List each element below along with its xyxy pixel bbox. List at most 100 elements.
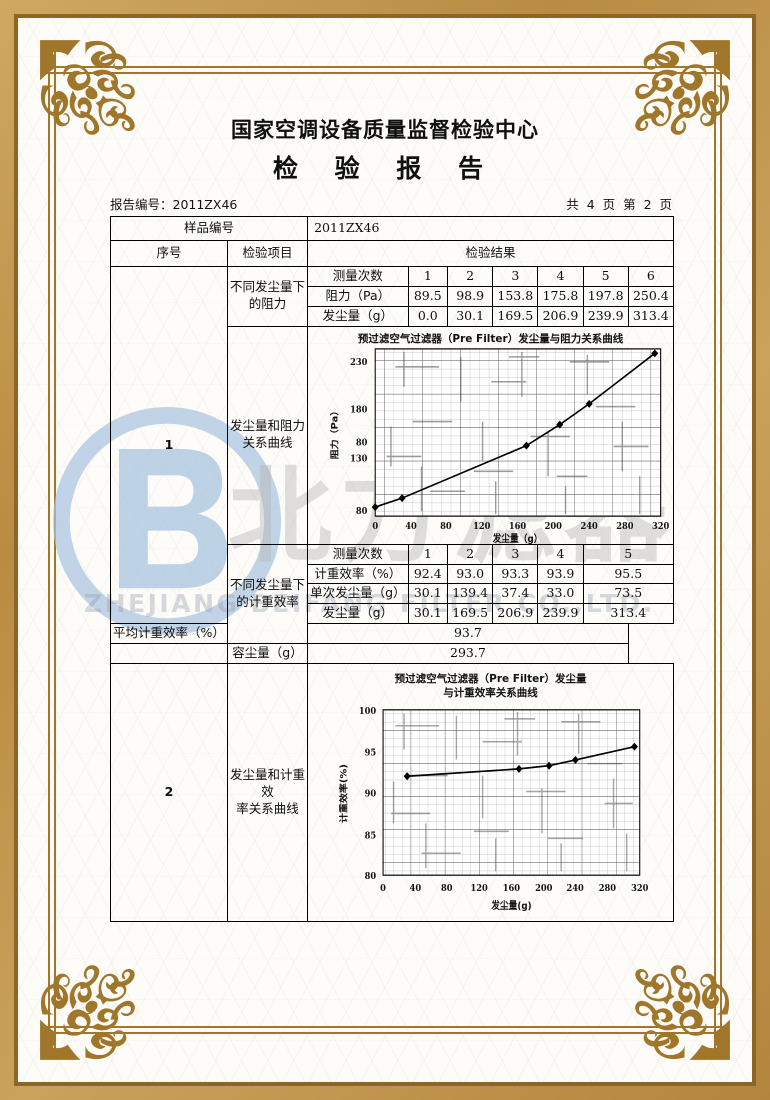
chart-1-plot: 80 80 130 180 230 0 40 80 xyxy=(329,347,669,544)
chart-1-markers xyxy=(371,349,659,511)
cell-dust2-2: 169.5 xyxy=(447,603,494,625)
chart-2-plot: 100 95 90 85 80 0 40 80 120 160 xyxy=(338,706,648,912)
corner-ornament-top-right xyxy=(614,30,740,156)
row-label-single-dust: 单次发尘量（g） xyxy=(307,583,409,605)
report-number: 报告编号：2011ZX46 xyxy=(110,197,238,212)
inner-rule-left-outer xyxy=(48,44,50,1056)
table-row-efficiency-pct: 计重效率（%） 92.4 93.0 93.3 93.9 95.5 xyxy=(111,563,675,585)
chart-2-xtick-200: 200 xyxy=(535,884,552,895)
row-label-average-efficiency: 平均计重效率（%） xyxy=(110,623,228,644)
chart-1-xtick-0: 0 xyxy=(372,521,378,532)
table-row-capacity: 容尘量（g） 293.7 xyxy=(110,643,674,664)
measurement-count-header-2: 测量次数 xyxy=(307,543,409,565)
chart-2-container: 预过滤空气过滤器（Pre Filter）发尘量 与计重效率关系曲线 xyxy=(308,664,673,921)
chart-1-series-line xyxy=(375,352,656,508)
table-row-single-dust: 单次发尘量（g） 30.1 139.4 37.4 33.0 73.5 xyxy=(111,583,675,605)
page-indicator: 共 4 页 第 2 页 xyxy=(566,197,674,212)
cell-eff-4: 93.9 xyxy=(537,563,584,585)
table-row-resistance-dust: 发尘量（g） 0.0 30.1 169.5 206.9 239.9 313.4 xyxy=(111,305,675,327)
table-row-chart1: 发尘量和阻力 关系曲线 预过滤空气过滤器（Pre Filter）发尘量与阻力关系… xyxy=(111,325,674,545)
cell-single-4: 33.0 xyxy=(537,583,584,605)
measurement-count-header-1: 测量次数 xyxy=(307,266,409,287)
chart-2-xtick-280: 280 xyxy=(599,884,616,895)
chart-2-ytick-80: 80 xyxy=(365,872,377,883)
cell-resistance-4: 175.8 xyxy=(537,285,584,307)
cell-dust1-1: 0.0 xyxy=(407,305,449,327)
inspection-result-table: 样品编号 2011ZX46 序号 检验项目 检验结果 1 不同发尘量下 的阻力 … xyxy=(109,216,675,922)
sample-no-label: 样品编号 xyxy=(109,216,309,241)
chart-cell-1: 预过滤空气过滤器（Pre Filter）发尘量与阻力关系曲线 xyxy=(307,325,674,545)
row-index-1: 1 xyxy=(110,265,228,625)
cell-single-5: 73.5 xyxy=(582,583,675,605)
cell-eff-count-2: 2 xyxy=(447,543,494,565)
table-row-average: 平均计重效率（%） 93.7 xyxy=(110,623,674,644)
table-row-header: 序号 检验项目 检验结果 xyxy=(110,240,674,267)
chart-1-ytick-80: 80 xyxy=(356,438,368,449)
cell-average-efficiency: 93.7 xyxy=(307,623,629,644)
chart-1-xtick-320: 320 xyxy=(652,521,669,532)
certificate-paper: 北方滤器 ZHEJIANG BEIFANG FILTER CO.,LTD. 国家… xyxy=(18,18,752,1082)
table-row-chart2: 2 发尘量和计重效 率关系曲线 预过滤空气过滤器（Pre Filter）发尘量 … xyxy=(110,662,674,922)
chart-1-xtick-120: 120 xyxy=(473,521,490,532)
cell-eff-count-1: 1 xyxy=(407,543,449,565)
col-header-index: 序号 xyxy=(110,240,228,267)
cell-eff-1: 92.4 xyxy=(407,563,449,585)
cell-dust1-3: 169.5 xyxy=(492,305,539,327)
cell-resistance-2: 98.9 xyxy=(447,285,494,307)
table-row-resistance-counts: 1 不同发尘量下 的阻力 测量次数 1 2 3 4 5 6 xyxy=(110,265,675,625)
cell-eff-2: 93.0 xyxy=(447,563,494,585)
cell-count-4: 4 xyxy=(537,266,584,287)
chart-1-xlabel: 发尘量（g） xyxy=(492,532,543,544)
cell-resistance-6: 250.4 xyxy=(627,285,675,307)
chart-2-ytick-95: 95 xyxy=(365,748,377,759)
chart-1-xtick-280: 280 xyxy=(616,521,633,532)
chart-1-ytick-230: 230 xyxy=(350,357,367,368)
chart-2-ytick-100: 100 xyxy=(359,706,376,717)
cell-resistance-1: 89.5 xyxy=(407,285,449,307)
item-label-curve-2: 发尘量和计重效 率关系曲线 xyxy=(226,662,309,922)
chart-2-ytick-85: 85 xyxy=(365,831,377,842)
chart-2-xtick-240: 240 xyxy=(567,884,584,895)
cell-dust1-2: 30.1 xyxy=(447,305,494,327)
document-content: 国家空调设备质量监督检验中心 检 验 报 告 报告编号：2011ZX46 共 4… xyxy=(18,18,752,1082)
chart-1-ytick-180: 180 xyxy=(350,405,367,416)
table-row-resistance-pa: 阻力（Pa） 89.5 98.9 153.8 175.8 197.8 250.4 xyxy=(111,285,675,307)
cell-single-1: 30.1 xyxy=(407,583,449,605)
cell-eff-3: 93.3 xyxy=(492,563,539,585)
cell-dust2-1: 30.1 xyxy=(407,603,449,625)
row-label-efficiency-pct: 计重效率（%） xyxy=(307,563,409,585)
item-label-efficiency: 不同发尘量下 的计重效率 xyxy=(226,543,309,645)
cell-dust-capacity: 293.7 xyxy=(307,643,629,664)
chart-1-title: 预过滤空气过滤器（Pre Filter）发尘量与阻力关系曲线 xyxy=(357,332,624,345)
cell-resistance-5: 197.8 xyxy=(582,285,629,307)
chart-1-xtick-80: 80 xyxy=(440,521,452,532)
inner-rule-bottom-inner xyxy=(44,1026,726,1028)
cell-dust2-5: 313.4 xyxy=(582,603,675,625)
cell-dust1-4: 206.9 xyxy=(537,305,584,327)
inner-rule-right-outer xyxy=(720,44,722,1056)
row-label-dust-g-1: 发尘量（g） xyxy=(307,305,409,327)
cell-eff-count-3: 3 xyxy=(492,543,539,565)
chart-2-xtick-160: 160 xyxy=(503,884,520,895)
cell-count-3: 3 xyxy=(492,266,539,287)
cell-dust1-5: 239.9 xyxy=(582,305,629,327)
inner-rule-bottom-outer xyxy=(44,1032,726,1034)
cell-single-3: 37.4 xyxy=(492,583,539,605)
chart-1-xtick-160: 160 xyxy=(509,521,526,532)
chart-1-ylabel: 阻力（Pa） xyxy=(329,405,340,459)
chart-1-xtick-240: 240 xyxy=(581,521,598,532)
organization-title: 国家空调设备质量监督检验中心 xyxy=(231,118,539,142)
sample-no-value: 2011ZX46 xyxy=(307,216,674,241)
chart-2-xtick-120: 120 xyxy=(471,884,488,895)
inner-rule-top-inner xyxy=(44,72,726,74)
cell-single-2: 139.4 xyxy=(447,583,494,605)
page-title: 检 验 报 告 xyxy=(272,154,498,183)
corner-ornament-bottom-left xyxy=(30,944,156,1070)
inner-rule-top-outer xyxy=(44,66,726,68)
chart-2-title: 预过滤空气过滤器（Pre Filter）发尘量 与计重效率关系曲线 xyxy=(394,672,587,700)
table-row-sample: 样品编号 2011ZX46 xyxy=(109,216,674,241)
cell-eff-5: 95.5 xyxy=(582,563,675,585)
chart-2-xtick-0: 0 xyxy=(380,884,386,895)
chart-cell-2: 预过滤空气过滤器（Pre Filter）发尘量 与计重效率关系曲线 xyxy=(307,662,674,922)
